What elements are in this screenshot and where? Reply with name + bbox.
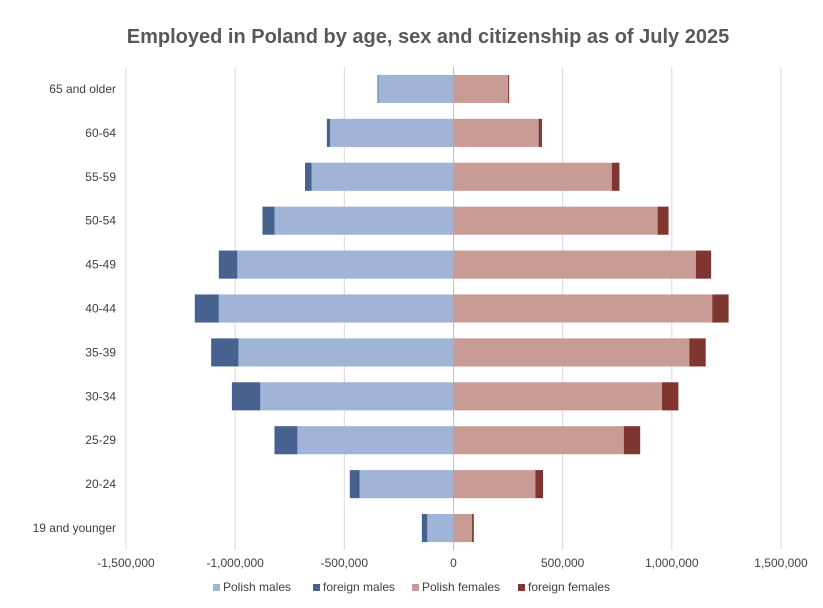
category-label: 60-64: [85, 126, 116, 140]
bar-polish-males-55-59: [311, 162, 454, 191]
category-label: 35-39: [85, 345, 116, 359]
bar-polish-females-45-49: [453, 250, 696, 279]
bar-foreign-males-19-and-younger: [421, 513, 428, 543]
bar-polish-females-30-34: [453, 382, 663, 411]
x-tick-label: -1,000,000: [206, 556, 264, 570]
chart-title: Employed in Poland by age, sex and citiz…: [127, 26, 729, 48]
legend-swatch-polish-females: [412, 584, 419, 591]
bar-polish-females-65-and-older: [453, 74, 509, 104]
bar-polish-females-40-44: [453, 294, 713, 323]
bar-polish-males-65-and-older: [378, 74, 454, 104]
bar-polish-females-50-54: [453, 206, 658, 235]
bar-foreign-females-40-44: [712, 294, 729, 323]
category-label: 65 and older: [49, 82, 116, 96]
bar-foreign-females-25-29: [623, 426, 641, 455]
bars: [194, 74, 729, 543]
bar-polish-males-35-39: [238, 338, 454, 367]
bar-polish-females-25-29: [453, 426, 624, 455]
category-label: 55-59: [85, 170, 116, 184]
legend-label-foreign-females: foreign females: [528, 580, 610, 594]
x-tick-label: -1,500,000: [97, 556, 155, 570]
bar-foreign-females-65-and-older: [508, 74, 510, 104]
bar-foreign-females-35-39: [689, 338, 706, 367]
bar-polish-males-45-49: [237, 250, 454, 279]
legend: Polish males foreign males Polish females f…: [213, 580, 610, 594]
bar-polish-females-60-64: [453, 118, 539, 147]
bar-foreign-males-55-59: [305, 162, 312, 191]
category-label: 30-34: [85, 389, 116, 403]
bar-foreign-males-35-39: [211, 338, 239, 367]
category-label: 50-54: [85, 214, 116, 228]
bar-foreign-males-45-49: [218, 250, 238, 279]
bar-polish-males-25-29: [297, 426, 454, 455]
category-labels: 65 and older 60-64 55-59 50-54 45-49 40-44 35-…: [33, 82, 117, 535]
bar-foreign-males-65-and-older: [377, 74, 379, 104]
category-label: 25-29: [85, 433, 116, 447]
category-label: 45-49: [85, 258, 116, 272]
bar-polish-males-50-54: [274, 206, 454, 235]
bar-polish-males-20-24: [359, 470, 454, 499]
bar-polish-females-55-59: [453, 162, 612, 191]
bar-foreign-females-30-34: [662, 382, 679, 411]
x-tick-label: 500,000: [541, 556, 585, 570]
bar-polish-females-19-and-younger: [453, 513, 473, 543]
legend-label-foreign-males: foreign males: [323, 580, 395, 594]
legend-label-polish-males: Polish males: [223, 580, 291, 594]
bar-foreign-males-50-54: [262, 206, 275, 235]
category-label: 40-44: [85, 302, 116, 316]
bar-polish-females-35-39: [453, 338, 690, 367]
bar-foreign-females-50-54: [657, 206, 669, 235]
legend-swatch-foreign-males: [313, 584, 320, 591]
legend-label-polish-females: Polish females: [422, 580, 500, 594]
bar-foreign-males-25-29: [274, 426, 298, 455]
x-tick-labels: -1,500,000 -1,000,000 -500,000 0 500,000 1,00…: [97, 556, 808, 570]
bar-polish-females-20-24: [453, 470, 536, 499]
bar-foreign-females-60-64: [538, 118, 542, 147]
bar-polish-males-19-and-younger: [427, 513, 454, 543]
category-label: 20-24: [85, 477, 116, 491]
bar-foreign-males-40-44: [194, 294, 219, 323]
category-label: 19 and younger: [33, 521, 116, 535]
x-tick-label: -500,000: [321, 556, 369, 570]
bar-foreign-females-19-and-younger: [472, 513, 474, 543]
bar-foreign-females-45-49: [695, 250, 712, 279]
bar-foreign-males-20-24: [349, 470, 360, 499]
bar-polish-males-30-34: [260, 382, 454, 411]
bar-polish-males-40-44: [218, 294, 454, 323]
legend-swatch-polish-males: [213, 584, 220, 591]
x-tick-label: 1,000,000: [645, 556, 699, 570]
x-tick-label: 0: [450, 556, 457, 570]
bar-foreign-males-60-64: [326, 118, 331, 147]
bar-polish-males-60-64: [330, 118, 454, 147]
legend-swatch-foreign-females: [518, 584, 525, 591]
x-tick-label: 1,500,000: [754, 556, 808, 570]
bar-foreign-females-20-24: [535, 470, 544, 499]
bar-foreign-males-30-34: [231, 382, 261, 411]
bar-foreign-females-55-59: [611, 162, 620, 191]
